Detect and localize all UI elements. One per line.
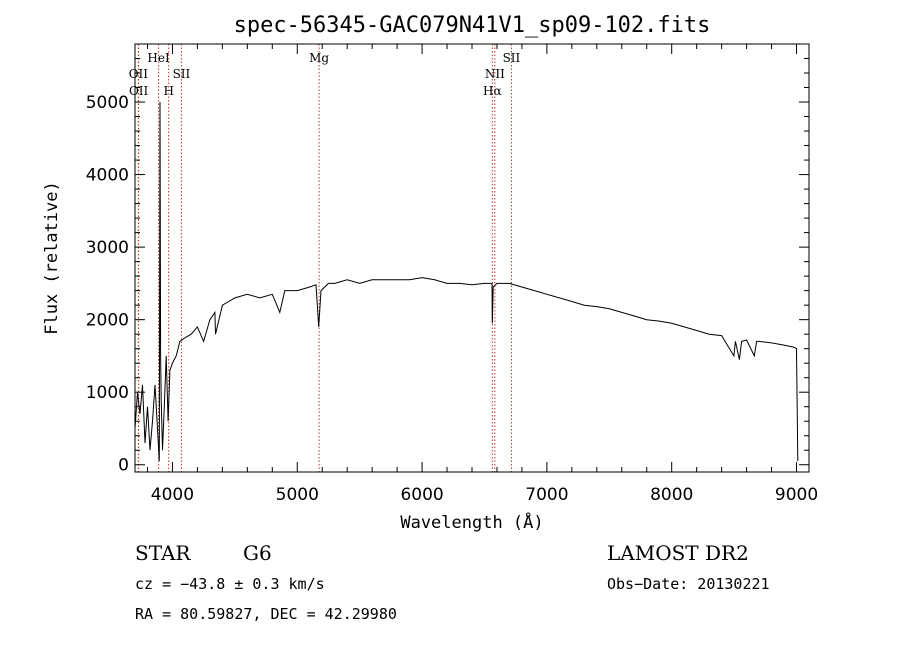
x-tick-label: 7000 [525,485,568,505]
observation-date: Obs−Date: 20130221 [607,575,770,593]
line-marker-label: OII [129,67,149,81]
line-marker-label: Mg [309,51,329,65]
survey-name: LAMOST DR2 [607,541,749,565]
line-marker-label: NII [485,67,505,81]
emission-line-markers [137,44,512,472]
y-tick-label: 2000 [86,311,129,331]
line-marker-label: SII [173,67,191,81]
x-tick-label: 5000 [276,485,319,505]
object-subclass: G6 [243,541,272,565]
coordinates-readout: RA = 80.59827, DEC = 42.29980 [135,605,397,623]
y-axis-ticks: 0 1000 2000 3000 4000 5000 [86,58,809,476]
y-tick-label: 0 [118,456,129,476]
y-tick-label: 5000 [86,93,129,113]
plot-frame [134,43,810,473]
y-tick-label: 4000 [86,166,129,186]
x-axis-label: Wavelength (Å) [400,511,543,533]
y-axis-label: Flux (relative) [42,181,62,335]
line-marker-label: OII [129,84,149,98]
x-tick-label: 4000 [151,485,194,505]
spectrum-line [134,101,799,462]
x-tick-label: 9000 [775,485,818,505]
x-tick-label: 6000 [400,485,443,505]
chart-title: spec-56345-GAC079N41V1_sp09-102.fits [234,13,711,38]
y-tick-label: 1000 [86,383,129,403]
line-marker-label: Hα [483,84,502,98]
y-tick-label: 3000 [86,238,129,258]
x-axis-ticks: 4000 5000 6000 7000 8000 9000 [146,44,818,505]
line-marker-label: H [163,84,173,98]
object-class: STAR [135,541,191,565]
redshift-readout: cz = −43.8 ± 0.3 km/s [135,575,325,593]
x-tick-label: 8000 [650,485,693,505]
line-marker-label: SII [503,51,521,65]
line-marker-label: HeI [147,51,170,65]
